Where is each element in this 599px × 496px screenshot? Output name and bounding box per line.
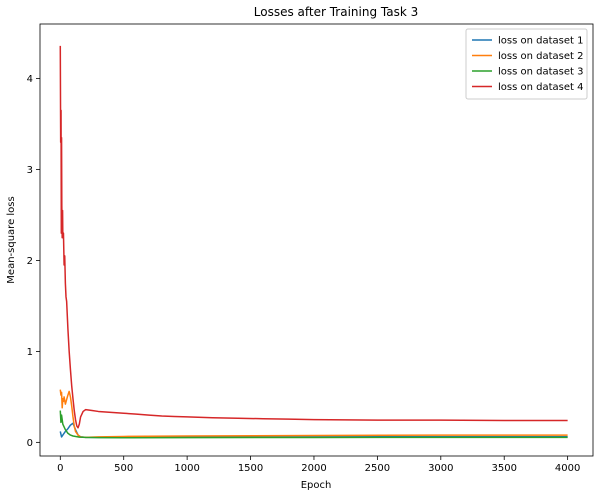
x-tick-label: 1000: [174, 463, 199, 474]
series-line-3: [59, 410, 568, 439]
series-layer: [59, 45, 568, 439]
series-line-4: [59, 45, 568, 429]
legend: loss on dataset 1 loss on dataset 2 loss o…: [465, 28, 588, 100]
y-axis-ticks: 0 1 2 3 4: [27, 74, 40, 449]
legend-label: loss on dataset 3: [498, 67, 583, 78]
legend-label: loss on dataset 2: [498, 51, 583, 62]
y-tick-label: 1: [27, 347, 33, 358]
y-axis-label: Mean-square loss: [6, 196, 17, 283]
x-tick-label: 3000: [428, 463, 453, 474]
chart-title: Losses after Training Task 3: [254, 5, 418, 19]
y-tick-label: 4: [27, 74, 33, 85]
legend-label: loss on dataset 1: [498, 36, 583, 47]
x-tick-label: 500: [114, 463, 133, 474]
x-tick-label: 2500: [365, 463, 390, 474]
plot-frame: [39, 23, 594, 457]
x-axis-ticks: 0 500 1000 1500 2000 2500 3000 3500 4000: [57, 456, 580, 474]
x-tick-label: 4000: [555, 463, 580, 474]
legend-box: [465, 28, 588, 100]
x-tick-label: 2000: [301, 463, 326, 474]
legend-label: loss on dataset 4: [498, 82, 583, 93]
x-tick-label: 0: [57, 463, 63, 474]
x-tick-label: 3500: [491, 463, 516, 474]
x-axis-label: Epoch: [301, 480, 332, 491]
series-line-2: [59, 389, 568, 439]
x-tick-label: 1500: [238, 463, 263, 474]
y-tick-label: 0: [27, 438, 33, 449]
y-tick-label: 3: [27, 165, 33, 176]
y-tick-label: 2: [27, 256, 33, 267]
